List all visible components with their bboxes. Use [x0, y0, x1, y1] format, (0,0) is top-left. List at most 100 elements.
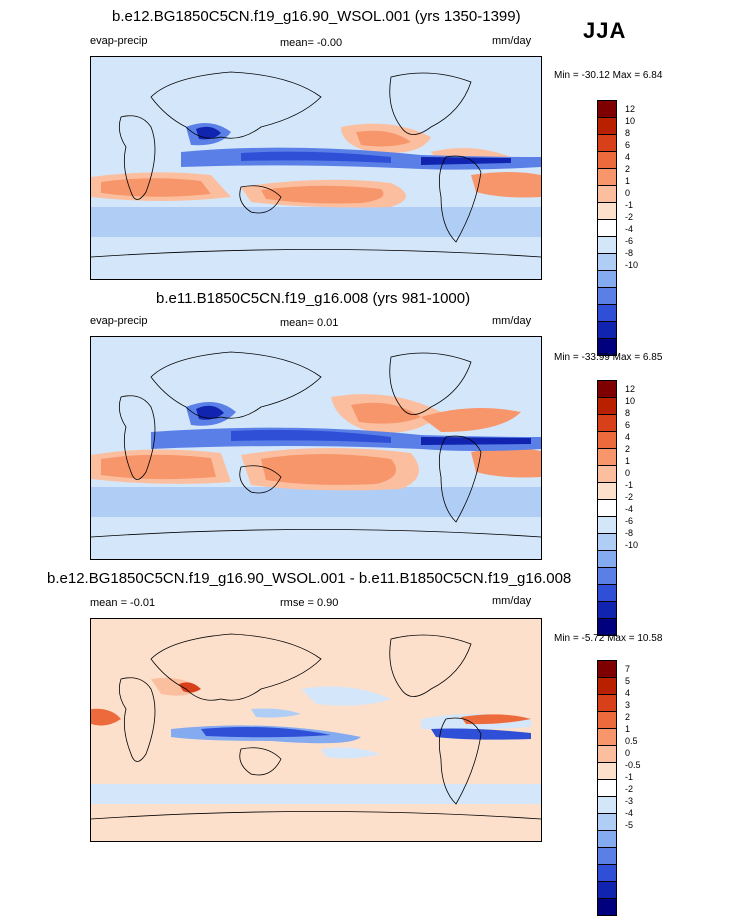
panel-1-colorbar [597, 100, 617, 356]
colorbar-tick: -1 [625, 772, 634, 782]
panel-3-swatch [598, 729, 616, 746]
panel-1-variable-label: evap-precip [90, 35, 148, 47]
panel-2-units-label: mm/day [492, 315, 532, 327]
colorbar-tick: 6 [625, 140, 631, 150]
panel-1-map [90, 56, 542, 280]
colorbar-tick: -5 [625, 820, 634, 830]
panel-3-colorbar [597, 660, 617, 916]
colorbar-tick: 8 [625, 128, 631, 138]
colorbar-tick: -1 [625, 480, 634, 490]
colorbar-tick: 10 [625, 116, 636, 126]
panel-3-minmax: Min = -5.72 Max = 10.58 [554, 633, 663, 644]
panel-1-swatch [598, 101, 616, 118]
colorbar-tick: 1 [625, 176, 631, 186]
panel-1-swatch [598, 118, 616, 135]
panel-3-field [91, 633, 541, 820]
panel-2-swatch [598, 585, 616, 602]
colorbar-tick: -8 [625, 528, 634, 538]
colorbar-tick: 7 [625, 664, 631, 674]
panel-3-rmse-label: rmse = 0.90 [280, 597, 339, 609]
panel-2-swatch [598, 602, 616, 619]
panel-1-swatch [598, 254, 616, 271]
panel-2-swatch [598, 415, 616, 432]
panel-1-field [91, 71, 541, 279]
colorbar-tick: -3 [625, 796, 634, 806]
colorbar-tick: -6 [625, 516, 634, 526]
panel-2-swatch [598, 398, 616, 415]
panel-2-swatch [598, 483, 616, 500]
colorbar-tick: 2 [625, 444, 631, 454]
panel-1-units-label: mm/day [492, 35, 532, 47]
colorbar-tick: 4 [625, 152, 631, 162]
panel-3-swatch [598, 899, 616, 915]
colorbar-tick: -4 [625, 224, 634, 234]
panel-2-swatch [598, 534, 616, 551]
panel-3-swatch [598, 814, 616, 831]
panel-1-swatch [598, 322, 616, 339]
colorbar-tick: -4 [625, 808, 634, 818]
panel-1-swatch [598, 186, 616, 203]
panel-3-mean-label: mean = -0.01 [90, 597, 156, 609]
panel-2-field [91, 351, 541, 538]
panel-2-variable-label: evap-precip [90, 315, 148, 327]
panel-3-swatch [598, 763, 616, 780]
panel-1-swatch [598, 237, 616, 254]
colorbar-tick: -2 [625, 784, 634, 794]
colorbar-tick: -10 [625, 540, 639, 550]
panel-1-swatch [598, 339, 616, 355]
colorbar-tick: 2 [625, 712, 631, 722]
colorbar-tick: 0 [625, 748, 631, 758]
panel-1-swatch [598, 169, 616, 186]
colorbar-tick: -1 [625, 200, 634, 210]
panel-2-map [90, 336, 542, 560]
colorbar-tick: -10 [625, 260, 639, 270]
panel-1-swatch [598, 271, 616, 288]
panel-3-swatch [598, 797, 616, 814]
panel-2-title: b.e11.B1850C5CN.f19_g16.008 (yrs 981-100… [156, 290, 471, 307]
panel-3-swatch [598, 780, 616, 797]
panel-2-mean-label: mean= 0.01 [280, 317, 339, 329]
colorbar-tick: 5 [625, 676, 631, 686]
panel-1-swatch [598, 288, 616, 305]
panel-1-minmax: Min = -30.12 Max = 6.84 [554, 70, 663, 81]
panel-3-swatch [598, 848, 616, 865]
panel-3-swatch [598, 865, 616, 882]
panel-3-swatch [598, 661, 616, 678]
panel-3-units-label: mm/day [492, 595, 532, 607]
panel-3-swatch [598, 746, 616, 763]
panel-3-map [90, 618, 542, 842]
panel-2-swatch [598, 381, 616, 398]
panel-2-colorbar [597, 380, 617, 636]
colorbar-tick: 6 [625, 420, 631, 430]
colorbar-tick: 3 [625, 700, 631, 710]
colorbar-tick: -2 [625, 212, 634, 222]
colorbar-tick: 1 [625, 724, 631, 734]
panel-1-title: b.e12.BG1850C5CN.f19_g16.90_WSOL.001 (yr… [112, 8, 521, 25]
colorbar-tick: 0 [625, 468, 631, 478]
panel-1-swatch [598, 220, 616, 237]
colorbar-tick: 12 [625, 104, 636, 114]
colorbar-tick: -0.5 [625, 760, 641, 770]
panel-2-swatch [598, 551, 616, 568]
panel-2-swatch [598, 449, 616, 466]
panel-2-swatch [598, 466, 616, 483]
colorbar-tick: 0.5 [625, 736, 638, 746]
panel-2-minmax: Min = -33.99 Max = 6.85 [554, 352, 663, 363]
panel-2-swatch [598, 432, 616, 449]
panel-2-swatch [598, 517, 616, 534]
panel-1-swatch [598, 305, 616, 322]
colorbar-tick: 10 [625, 396, 636, 406]
panel-1-mean-label: mean= -0.00 [280, 37, 343, 49]
panel-1-swatch [598, 203, 616, 220]
panel-2-swatch [598, 619, 616, 635]
colorbar-tick: 1 [625, 456, 631, 466]
panel-3-title: b.e12.BG1850C5CN.f19_g16.90_WSOL.001 - b… [47, 570, 572, 587]
panel-3-swatch [598, 831, 616, 848]
panel-1-swatch [598, 135, 616, 152]
colorbar-tick: 12 [625, 384, 636, 394]
panel-3-swatch [598, 678, 616, 695]
colorbar-tick: -4 [625, 504, 634, 514]
panel-3-swatch [598, 882, 616, 899]
panel-3-swatch [598, 712, 616, 729]
colorbar-tick: 2 [625, 164, 631, 174]
